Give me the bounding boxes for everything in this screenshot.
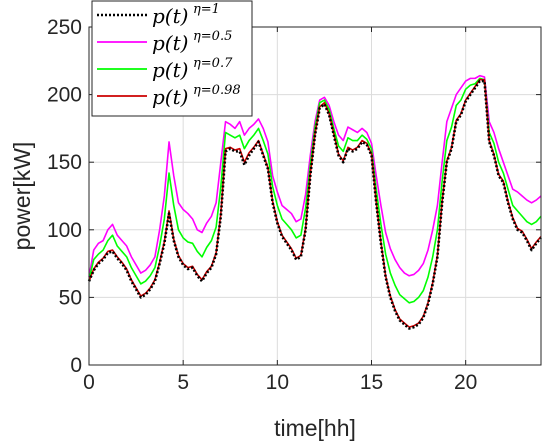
series-line-3 — [88, 78, 542, 328]
legend-superscript: η=0.98 — [193, 83, 241, 98]
ticks — [88, 26, 541, 366]
x-axis-label: time[hh] — [274, 415, 356, 441]
x-tick-label: 5 — [177, 371, 189, 394]
y-tick-label: 50 — [59, 286, 82, 309]
legend-label: p(t) — [152, 4, 188, 28]
legend-label: p(t) — [152, 58, 188, 82]
legend-label: p(t) — [152, 31, 188, 55]
legend-superscript: η=1 — [193, 2, 220, 17]
series-line-2 — [88, 77, 542, 304]
x-tick-label: 10 — [266, 371, 289, 394]
series-layer — [87, 74, 542, 330]
legend-label: p(t) — [152, 85, 188, 109]
x-tick-label: 0 — [83, 371, 95, 394]
legend-superscript: η=0.5 — [193, 29, 232, 44]
x-tick-label: 20 — [454, 371, 477, 394]
legend-superscript: η=0.7 — [193, 56, 233, 71]
plot-frame — [88, 26, 542, 366]
y-tick-label: 200 — [47, 84, 82, 107]
x-tick-label: 15 — [360, 371, 383, 394]
legend-entries: p(t) η=1 p(t) η=0.5 p(t) η=0.7 p(t) η=0.98 — [97, 2, 241, 109]
y-tick-label: 250 — [47, 16, 82, 39]
y-tick-label: 0 — [70, 354, 82, 377]
series-line-1 — [88, 74, 542, 278]
legend: p(t) η=1 p(t) η=0.5 p(t) η=0.7 p(t) η=0.98 — [91, 0, 253, 117]
y-tick-label: 150 — [47, 151, 82, 174]
y-tick-label: 100 — [47, 219, 82, 242]
series-line-0 — [87, 79, 542, 330]
y-axis-label: power[kW] — [9, 142, 35, 251]
